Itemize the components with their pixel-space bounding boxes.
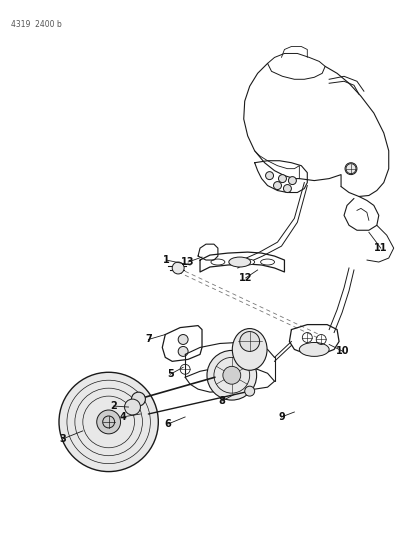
Circle shape bbox=[279, 175, 286, 183]
Text: 11: 11 bbox=[374, 243, 388, 253]
Circle shape bbox=[273, 182, 282, 190]
Text: 9: 9 bbox=[278, 412, 285, 422]
Circle shape bbox=[288, 176, 296, 184]
Ellipse shape bbox=[211, 259, 225, 265]
Ellipse shape bbox=[241, 259, 255, 265]
Text: 3: 3 bbox=[60, 434, 67, 444]
Circle shape bbox=[178, 346, 188, 357]
Ellipse shape bbox=[261, 259, 275, 265]
Circle shape bbox=[97, 410, 121, 434]
Circle shape bbox=[59, 372, 158, 472]
Ellipse shape bbox=[229, 257, 251, 267]
Text: 10: 10 bbox=[336, 346, 350, 357]
Text: 2: 2 bbox=[110, 401, 117, 411]
Text: 1: 1 bbox=[163, 255, 170, 265]
Circle shape bbox=[223, 366, 241, 384]
Circle shape bbox=[245, 386, 255, 396]
Circle shape bbox=[207, 350, 257, 400]
Circle shape bbox=[345, 163, 357, 175]
Text: 8: 8 bbox=[218, 396, 225, 406]
Circle shape bbox=[178, 335, 188, 344]
Text: 12: 12 bbox=[239, 273, 253, 283]
Text: 7: 7 bbox=[145, 335, 152, 344]
Circle shape bbox=[124, 399, 140, 415]
Circle shape bbox=[131, 392, 145, 406]
Text: 6: 6 bbox=[165, 419, 172, 429]
Ellipse shape bbox=[299, 343, 329, 357]
Text: 4: 4 bbox=[119, 412, 126, 422]
Circle shape bbox=[284, 184, 291, 192]
Circle shape bbox=[172, 262, 184, 274]
Text: 4319  2400 b: 4319 2400 b bbox=[11, 20, 62, 29]
Circle shape bbox=[266, 172, 273, 180]
Circle shape bbox=[240, 332, 259, 351]
Text: 5: 5 bbox=[167, 369, 174, 379]
Text: 13: 13 bbox=[182, 257, 195, 267]
Ellipse shape bbox=[232, 328, 267, 370]
